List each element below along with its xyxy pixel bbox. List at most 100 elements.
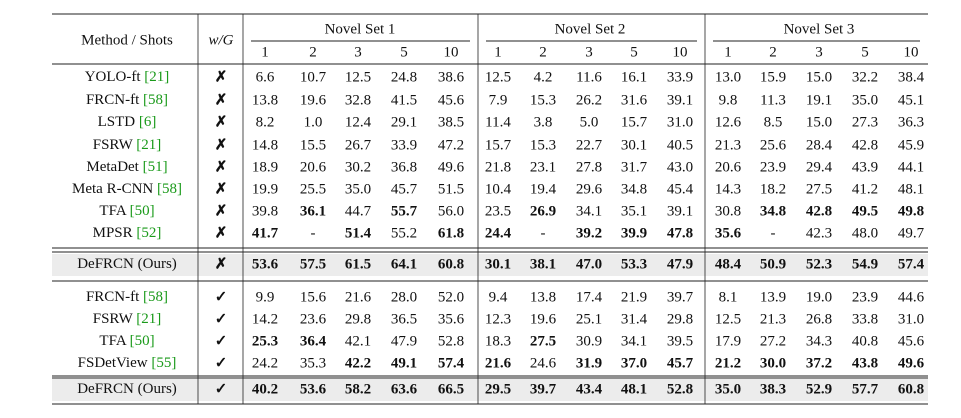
value-cell: 38.1 [530,256,556,272]
shot-header: 3 [354,44,362,60]
method-name: MetaDet [86,159,139,175]
value-cell: 49.7 [898,225,925,241]
value-cell: 29.1 [391,114,417,130]
value-cell: 24.8 [391,69,417,85]
value-cell: 40.8 [852,333,878,349]
method-name: MPSR [93,225,133,241]
shot-header: 3 [815,44,823,60]
method-ref: [58] [143,92,168,108]
value-cell: 66.5 [438,381,464,397]
value-cell: 29.8 [345,311,371,327]
value-cell: 45.1 [898,92,924,108]
value-cell: - [541,225,546,241]
value-cell: 43.4 [576,381,603,397]
value-cell: 39.1 [667,92,693,108]
value-cell: 53.6 [252,256,279,272]
value-cell: 31.4 [621,311,648,327]
method-header: Method / Shots [81,32,173,48]
method-name: DeFRCN (Ours) [77,256,177,272]
value-cell: 45.9 [898,137,924,153]
value-cell: 44.6 [898,289,925,305]
value-cell: 8.1 [719,289,738,305]
method-name: DeFRCN (Ours) [77,381,177,397]
value-cell: 47.2 [438,137,464,153]
value-cell: 10.4 [485,181,512,197]
value-cell: 33.9 [667,69,693,85]
value-cell: 39.9 [621,225,647,241]
value-cell: - [771,225,776,241]
value-cell: 39.8 [252,203,278,219]
method-ref: [21] [136,311,161,327]
value-cell: 45.6 [438,92,465,108]
value-cell: 18.3 [485,333,511,349]
wg-cell: ✓ [215,311,228,327]
wg-cell: ✗ [215,181,228,197]
value-cell: 37.2 [806,355,832,371]
method-cell: FRCN-ft [58] [86,92,168,108]
value-cell: 43.9 [852,159,878,175]
value-cell: 34.8 [760,203,786,219]
method-name: FRCN-ft [86,92,140,108]
value-cell: 19.4 [530,181,557,197]
value-cell: 23.9 [852,289,878,305]
value-cell: 28.4 [806,137,833,153]
value-cell: 42.8 [806,203,832,219]
value-cell: 21.3 [760,311,786,327]
shot-header: 1 [261,44,269,60]
value-cell: 15.3 [530,92,556,108]
value-cell: 48.0 [852,225,878,241]
value-cell: 23.6 [300,311,327,327]
value-cell: 12.5 [345,69,371,85]
value-cell: 40.5 [667,137,693,153]
value-cell: 15.5 [300,137,326,153]
value-cell: 25.5 [300,181,326,197]
value-cell: 57.4 [898,256,925,272]
value-cell: 17.9 [715,333,741,349]
value-cell: 38.5 [438,114,464,130]
method-ref: [58] [157,181,182,197]
value-cell: 35.3 [300,355,326,371]
method-name: FSRW [93,311,134,327]
value-cell: 49.1 [391,355,417,371]
shot-header: 1 [494,44,502,60]
wg-cell: ✗ [215,225,228,241]
wg-cell: ✓ [215,289,228,305]
value-cell: 21.6 [485,355,512,371]
set-header: Novel Set 3 [784,21,855,37]
method-ref: [58] [143,289,168,305]
method-name: FSDetView [78,355,148,371]
method-ref: [21] [144,69,169,85]
method-name: LSTD [98,114,136,130]
value-cell: 31.0 [898,311,924,327]
value-cell: 21.2 [715,355,741,371]
value-cell: 36.1 [300,203,326,219]
shot-header: 10 [673,44,688,60]
value-cell: 9.4 [489,289,508,305]
value-cell: 15.9 [760,69,786,85]
value-cell: 5.0 [580,114,599,130]
value-cell: 12.6 [715,114,742,130]
value-cell: 16.1 [621,69,647,85]
value-cell: 31.0 [667,114,693,130]
value-cell: 25.6 [760,137,787,153]
shot-header: 2 [769,44,777,60]
value-cell: 24.2 [252,355,278,371]
value-cell: 39.2 [576,225,602,241]
value-cell: 57.5 [300,256,326,272]
value-cell: 15.0 [806,69,832,85]
value-cell: 40.2 [252,381,278,397]
value-cell: 30.1 [485,256,511,272]
method-ref: [51] [143,159,168,175]
value-cell: 21.3 [715,137,741,153]
value-cell: 15.0 [806,114,832,130]
value-cell: 29.5 [485,381,511,397]
value-cell: 35.6 [438,311,465,327]
value-cell: 35.0 [852,92,878,108]
value-cell: 8.5 [764,114,783,130]
value-cell: 60.8 [438,256,464,272]
value-cell: 44.7 [345,203,372,219]
value-cell: 7.9 [489,92,508,108]
value-cell: 50.9 [760,256,786,272]
value-cell: 32.2 [852,69,878,85]
value-cell: 30.1 [621,137,647,153]
